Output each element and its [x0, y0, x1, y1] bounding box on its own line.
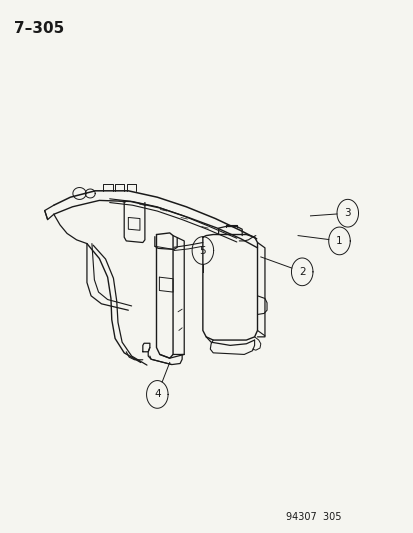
- Text: 1: 1: [335, 236, 342, 246]
- Text: 2: 2: [298, 267, 305, 277]
- Text: 7–305: 7–305: [14, 21, 64, 36]
- Text: 4: 4: [154, 390, 160, 399]
- Text: 3: 3: [344, 208, 350, 218]
- Text: 94307  305: 94307 305: [285, 512, 340, 522]
- Text: 5: 5: [199, 246, 206, 255]
